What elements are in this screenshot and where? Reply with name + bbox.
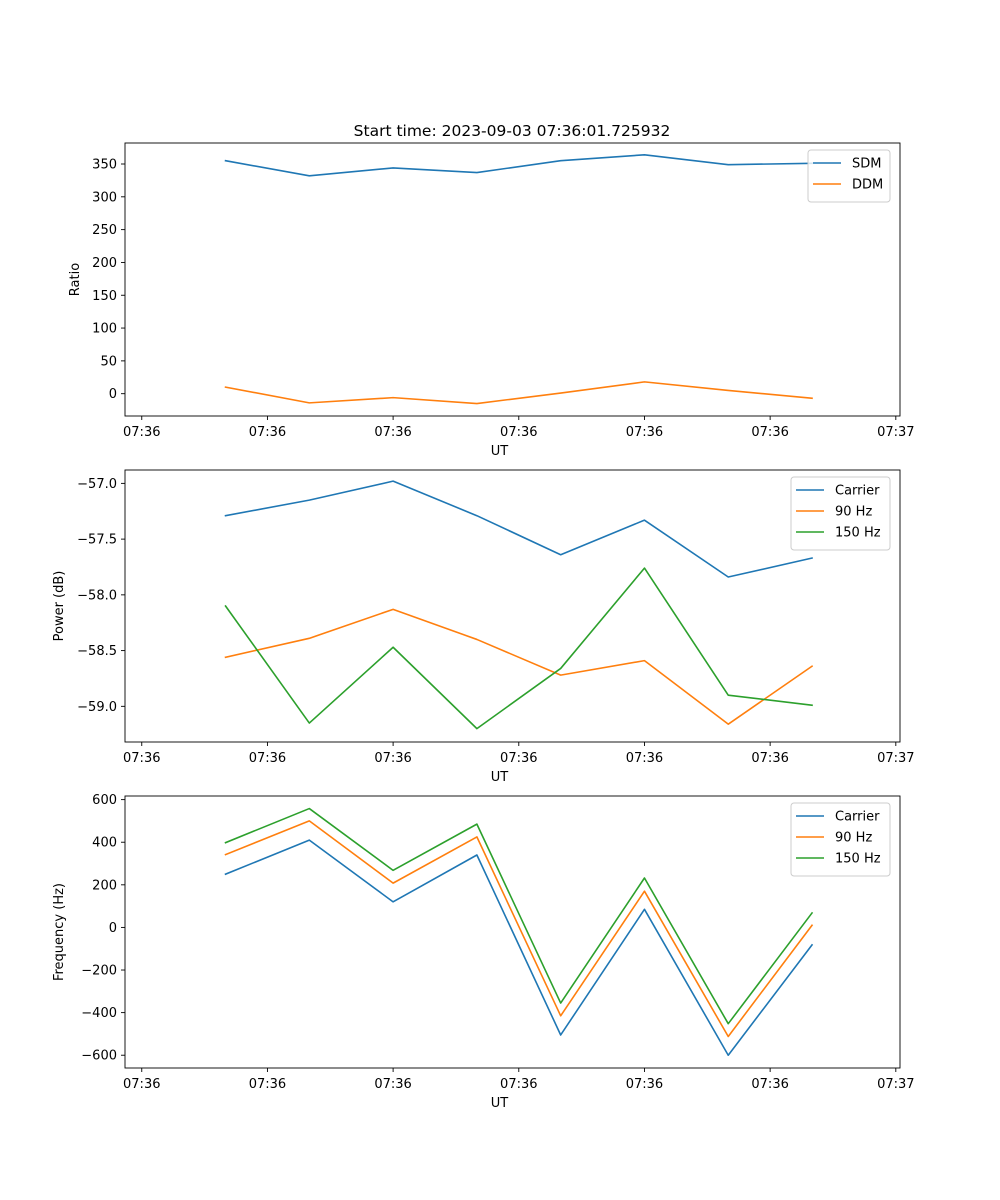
frequency-x-tick-label: 07:36 xyxy=(249,1077,286,1092)
power-series-carrier-line xyxy=(224,480,813,578)
frequency-x-tick-label: 07:36 xyxy=(500,1077,537,1092)
ratio-y-tick-label: 150 xyxy=(92,289,117,304)
ratio-y-tick-label: 200 xyxy=(92,256,117,271)
power-series-150-hz-line xyxy=(224,567,813,730)
power-x-tick-label: 07:36 xyxy=(249,751,286,766)
power-x-tick-label: 07:37 xyxy=(877,751,914,766)
ratio-series-ddm-line xyxy=(224,381,813,405)
ratio-y-tick-label: 100 xyxy=(92,322,117,337)
ratio-legend-label-sdm: SDM xyxy=(852,157,881,172)
power-legend-label-carrier: Carrier xyxy=(835,484,880,499)
frequency-x-tick-label: 07:36 xyxy=(123,1077,160,1092)
power-y-tick-label: −58.5 xyxy=(77,644,117,659)
ratio-x-tick-label: 07:36 xyxy=(123,425,160,440)
ratio-y-axis-label: Ratio xyxy=(68,263,83,296)
ratio-legend-label-ddm: DDM xyxy=(852,178,883,193)
power-x-tick-label: 07:36 xyxy=(123,751,160,766)
power-x-tick-label: 07:36 xyxy=(751,751,788,766)
power-y-axis-label: Power (dB) xyxy=(52,571,67,642)
ratio-x-tick-label: 07:37 xyxy=(877,425,914,440)
frequency-y-tick-label: 0 xyxy=(109,921,117,936)
power-x-tick-label: 07:36 xyxy=(626,751,663,766)
frequency-y-tick-label: −400 xyxy=(81,1006,117,1021)
frequency-x-tick-label: 07:36 xyxy=(374,1077,411,1092)
power-legend-label-90-hz: 90 Hz xyxy=(835,505,872,520)
power-panel: 07:36 07:36 07:36 07:36 07:36 07:36 07:37 −59.0… xyxy=(52,469,915,785)
power-x-tick-label: 07:36 xyxy=(374,751,411,766)
frequency-x-tick-label: 07:36 xyxy=(751,1077,788,1092)
frequency-series-90-hz-line xyxy=(224,820,814,1038)
ratio-y-tick-label: 250 xyxy=(92,223,117,238)
frequency-legend-label-carrier: Carrier xyxy=(835,810,880,825)
power-y-tick-label: −58.0 xyxy=(77,588,117,603)
power-x-tick-label: 07:36 xyxy=(500,751,537,766)
ratio-x-tick-label: 07:36 xyxy=(626,425,663,440)
frequency-x-tick-label: 07:36 xyxy=(626,1077,663,1092)
frequency-y-tick-label: −600 xyxy=(81,1049,117,1064)
frequency-legend-label-90-hz: 90 Hz xyxy=(835,831,872,846)
ratio-panel: 07:36 07:36 07:36 07:36 07:36 07:36 07:37 0 50 10… xyxy=(68,142,915,459)
frequency-y-tick-label: 200 xyxy=(92,878,117,893)
power-y-tick-label: −59.0 xyxy=(77,700,117,715)
frequency-y-tick-label: −200 xyxy=(81,964,117,979)
ratio-y-tick-label: 0 xyxy=(109,387,117,402)
frequency-series-150-hz-line xyxy=(224,807,814,1025)
frequency-x-tick-label: 07:37 xyxy=(877,1077,914,1092)
ratio-x-axis-label: UT xyxy=(491,444,509,459)
power-y-tick-label: −57.5 xyxy=(77,533,117,548)
frequency-y-axis-label: Frequency (Hz) xyxy=(52,883,67,981)
power-axes-frame xyxy=(124,469,901,743)
frequency-axes-frame xyxy=(124,795,901,1069)
power-x-axis-label: UT xyxy=(491,770,509,785)
ratio-axes-frame xyxy=(124,142,901,417)
chart-title: Start time: 2023-09-03 07:36:01.725932 xyxy=(354,122,671,140)
frequency-y-tick-label: 600 xyxy=(92,793,117,808)
frequency-y-tick-label: 400 xyxy=(92,836,117,851)
ratio-y-tick-label: 350 xyxy=(92,158,117,173)
frequency-panel: 07:36 07:36 07:36 07:36 07:36 07:36 07:37 −600 −… xyxy=(52,793,915,1111)
frequency-series-carrier-line xyxy=(224,839,814,1057)
ratio-x-tick-label: 07:36 xyxy=(374,425,411,440)
power-series-90-hz-line xyxy=(224,608,814,725)
ratio-y-tick-label: 50 xyxy=(100,354,117,369)
ratio-x-tick-label: 07:36 xyxy=(500,425,537,440)
frequency-legend-label-150-hz: 150 Hz xyxy=(835,852,881,867)
power-y-tick-label: −57.0 xyxy=(77,477,117,492)
ratio-x-tick-label: 07:36 xyxy=(249,425,286,440)
ratio-x-tick-label: 07:36 xyxy=(751,425,788,440)
ratio-series-sdm-line xyxy=(224,154,813,177)
ratio-y-tick-label: 300 xyxy=(92,190,117,205)
power-legend-label-150-hz: 150 Hz xyxy=(835,526,881,541)
frequency-x-axis-label: UT xyxy=(491,1096,509,1111)
